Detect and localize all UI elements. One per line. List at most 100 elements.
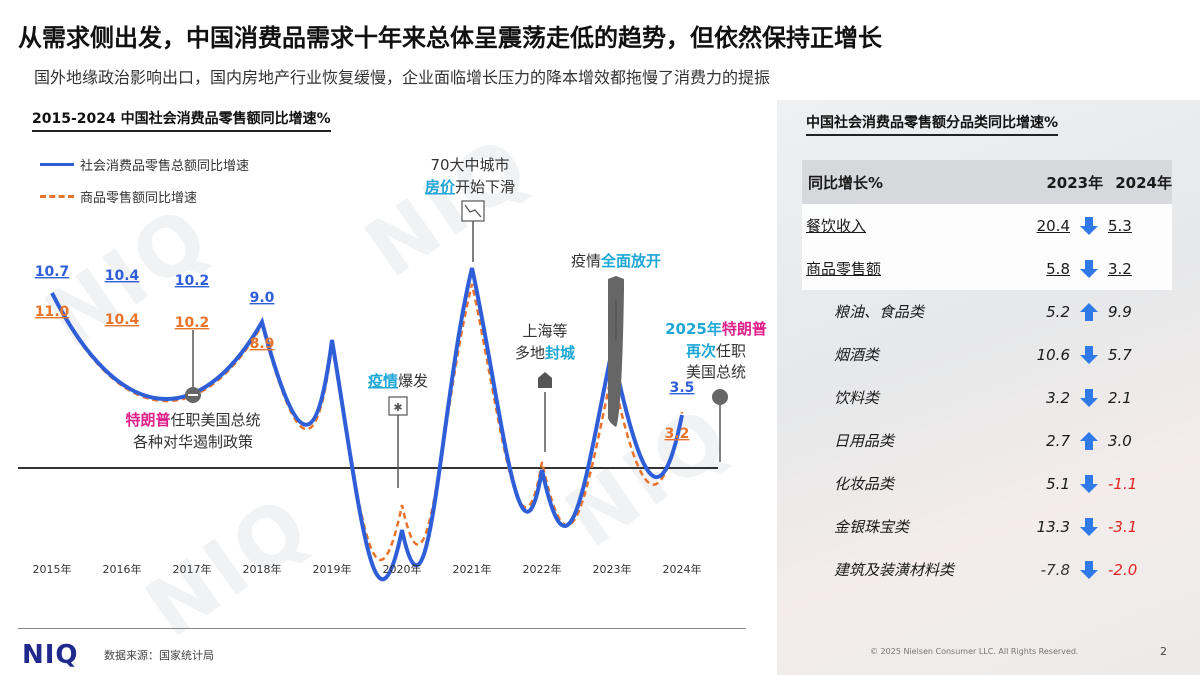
down-arrow-icon <box>1080 216 1098 235</box>
x-tick-label: 2021年 <box>453 562 492 576</box>
value-2024: 9.9 <box>1108 302 1132 321</box>
up-arrow-icon <box>1080 431 1098 450</box>
annotation-housing-line1: 70大中城市 <box>430 156 509 174</box>
shield-icon <box>608 276 624 427</box>
annotation-covid: 疫情爆发 <box>368 372 428 390</box>
value-2023: 5.2 <box>1046 302 1070 321</box>
header-2024: 2024年 <box>1115 173 1172 192</box>
down-arrow-icon <box>1080 474 1098 493</box>
table-row: 化妆品类 5.1 -1.1 <box>802 462 1172 505</box>
data-label-goods: 3.2 <box>665 426 690 442</box>
value-2023: 5.1 <box>1046 474 1070 493</box>
value-2024: 5.3 <box>1108 216 1132 235</box>
data-label-total: 10.4 <box>105 268 140 284</box>
price-decline-icon <box>464 204 482 218</box>
value-2023: 20.4 <box>1036 216 1070 235</box>
category-name: 金银珠宝类 <box>834 518 910 536</box>
table-header: 同比增长% 2023年 2024年 <box>802 160 1172 204</box>
data-source: 数据来源：国家统计局 <box>104 649 214 662</box>
data-label-total: 10.7 <box>35 264 70 280</box>
up-arrow-icon <box>1080 302 1098 321</box>
category-growth-table: 同比增长% 2023年 2024年 餐饮收入 20.4 5.3 商品零售额 5.8 3.2… <box>802 160 1172 591</box>
niq-logo: NIQ <box>22 640 79 670</box>
trend-down <box>1070 387 1108 409</box>
trend-down <box>1070 258 1108 280</box>
trend-down <box>1070 473 1108 495</box>
annotation-trump-2025-line3: 美国总统 <box>686 363 746 381</box>
trend-down <box>1070 344 1108 366</box>
line-chart: 2015年 2016年 2017年 2018年 2019年 2020年 2021年 2022年… <box>18 156 767 582</box>
table-row: 建筑及装潢材料类 -7.8 -2.0 <box>802 548 1172 591</box>
down-arrow-icon <box>1080 345 1098 364</box>
data-label-total: 3.5 <box>670 380 695 396</box>
value-2023: 5.8 <box>1046 259 1070 278</box>
data-label-total: 9.0 <box>250 290 275 306</box>
data-label-goods: 10.4 <box>105 312 140 328</box>
value-2023: 3.2 <box>1046 388 1070 407</box>
trend-down <box>1070 215 1108 237</box>
table-row: 商品零售额 5.8 3.2 <box>802 247 1172 290</box>
value-2024: 5.7 <box>1108 345 1132 364</box>
x-tick-label: 2015年 <box>33 562 72 576</box>
category-name: 烟酒类 <box>834 346 880 364</box>
value-2024: 2.1 <box>1108 388 1132 407</box>
down-arrow-icon <box>1080 388 1098 407</box>
down-arrow-icon <box>1080 517 1098 536</box>
category-name: 化妆品类 <box>834 475 895 493</box>
chart-legend: 社会消费品零售总额同比增速 商品零售额同比增速 <box>40 152 249 216</box>
value-2024: -2.0 <box>1108 560 1138 579</box>
x-tick-label: 2016年 <box>103 562 142 576</box>
chart-title: 2015-2024 中国社会消费品零售额同比增速% <box>32 108 331 132</box>
annotation-trump-2025: 2025年特朗普 <box>665 320 767 338</box>
x-tick-label: 2024年 <box>663 562 702 576</box>
data-label-goods: 10.2 <box>175 315 210 331</box>
x-tick-label: 2018年 <box>243 562 282 576</box>
legend-swatch-solid <box>40 162 74 166</box>
x-tick-label: 2017年 <box>173 562 212 576</box>
table-row: 饮料类 3.2 2.1 <box>802 376 1172 419</box>
trend-down <box>1070 559 1108 581</box>
category-name: 建筑及装潢材料类 <box>834 561 955 579</box>
legend-swatch-dashed <box>40 194 74 198</box>
legend-item-total: 社会消费品零售总额同比增速 <box>40 152 249 176</box>
table-row: 金银珠宝类 13.3 -3.1 <box>802 505 1172 548</box>
legend-label: 商品零售额同比增速 <box>80 190 198 206</box>
value-2024: 3.0 <box>1108 431 1132 450</box>
series-total-line <box>50 267 684 582</box>
table-row: 粮油、食品类 5.2 9.9 <box>802 290 1172 333</box>
value-2024: -3.1 <box>1108 517 1138 536</box>
category-name: 粮油、食品类 <box>834 303 925 321</box>
x-tick-label: 2023年 <box>593 562 632 576</box>
trend-up <box>1070 430 1108 452</box>
category-name: 饮料类 <box>834 389 880 407</box>
page-title: 从需求侧出发，中国消费品需求十年来总体呈震荡走低的趋势，但依然保持正增长 <box>18 24 882 52</box>
value-2023: 10.6 <box>1036 345 1070 364</box>
page-number: 2 <box>1160 645 1167 658</box>
annotation-shanghai-line1: 上海等 <box>522 322 567 340</box>
x-tick-label: 2020年 <box>383 562 422 576</box>
annotation-trump-2017: 特朗普任职美国总统 <box>125 411 260 429</box>
page-subtitle: 国外地缘政治影响出口，国内房地产行业恢复缓慢，企业面临增长压力的降本增效都拖慢了… <box>34 68 771 87</box>
legend-item-goods: 商品零售额同比增速 <box>40 184 249 208</box>
copyright: © 2025 Nielsen Consumer LLC. All Rights … <box>870 647 1079 656</box>
annotation-reopen: 疫情全面放开 <box>571 252 661 270</box>
legend-label: 社会消费品零售总额同比增速 <box>80 158 250 174</box>
table-row: 烟酒类 10.6 5.7 <box>802 333 1172 376</box>
value-2024: -1.1 <box>1108 474 1138 493</box>
x-tick-label: 2022年 <box>523 562 562 576</box>
virus-icon: ✱ <box>393 401 402 414</box>
table-row: 餐饮收入 20.4 5.3 <box>802 204 1172 247</box>
down-arrow-icon <box>1080 259 1098 278</box>
footer-divider <box>18 628 746 629</box>
category-name: 餐饮收入 <box>806 217 867 235</box>
value-2023: 13.3 <box>1036 517 1070 536</box>
category-name: 日用品类 <box>834 432 895 450</box>
value-2023: -7.8 <box>1040 560 1070 579</box>
table-row: 日用品类 2.7 3.0 <box>802 419 1172 462</box>
marker-dot-icon <box>712 389 728 405</box>
data-label-goods: 11.0 <box>35 304 70 320</box>
header-2023: 2023年 <box>1046 173 1104 192</box>
data-label-total: 10.2 <box>175 273 210 289</box>
value-2024: 3.2 <box>1108 259 1132 278</box>
value-2023: 2.7 <box>1046 431 1070 450</box>
